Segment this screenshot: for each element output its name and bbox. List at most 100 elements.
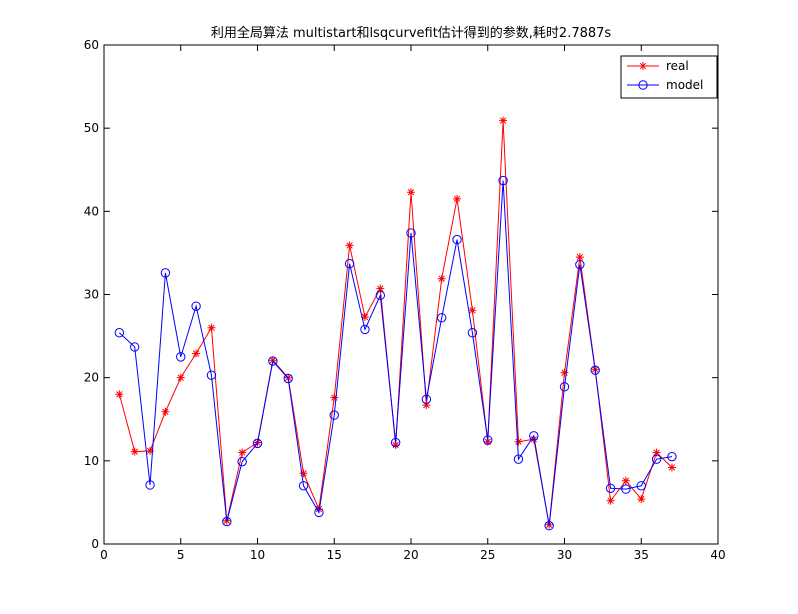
- series-model: [114, 175, 677, 531]
- data-point-real: [192, 349, 201, 358]
- data-point-model: [575, 259, 585, 270]
- data-point-model: [375, 290, 385, 301]
- plot-area: [103, 44, 719, 545]
- data-point-model: [605, 483, 616, 493]
- data-point-real: [314, 505, 323, 514]
- data-point-model: [191, 301, 201, 311]
- chart-title: 利用全局算法 multistart和lsqcurvefit估计得到的参数,耗时2…: [211, 25, 612, 41]
- data-point-model: [667, 451, 677, 462]
- data-point-model: [222, 516, 232, 527]
- data-point-real: [407, 188, 415, 197]
- data-point-model: [621, 484, 631, 494]
- data-point-real: [391, 441, 400, 450]
- data-point-real: [360, 312, 369, 321]
- y-tick-label: 20: [84, 371, 99, 385]
- data-point-real: [621, 476, 630, 485]
- data-point-real: [146, 446, 155, 455]
- data-point-real: [437, 274, 446, 283]
- data-point-real: [345, 241, 354, 250]
- data-point-model: [298, 481, 309, 491]
- x-tick-label: 10: [250, 548, 265, 562]
- data-point-real: [161, 407, 170, 416]
- data-point-model: [636, 481, 646, 491]
- data-point-model: [344, 259, 355, 269]
- data-point-model: [437, 313, 447, 323]
- x-tick-label: 15: [327, 548, 342, 562]
- x-tick-label: 25: [480, 548, 495, 562]
- data-point-real: [483, 437, 492, 446]
- data-point-real: [207, 323, 216, 332]
- data-point-model: [145, 480, 155, 490]
- series-line-model: [119, 180, 673, 526]
- data-point-real: [268, 356, 277, 365]
- data-point-real: [376, 284, 385, 293]
- data-point-real: [330, 393, 339, 402]
- data-point-real: [560, 368, 569, 377]
- data-point-model: [390, 437, 401, 448]
- data-point-model: [483, 435, 493, 445]
- data-point-real: [529, 435, 538, 444]
- data-point-model: [329, 410, 339, 420]
- y-tick-label: 60: [84, 38, 99, 52]
- legend: real model: [620, 55, 718, 99]
- data-point-model: [406, 228, 416, 238]
- data-point-real: [422, 401, 431, 410]
- data-point-model: [268, 356, 278, 366]
- data-point-model: [206, 370, 217, 380]
- data-point-real: [238, 448, 247, 457]
- legend-label-real: real: [666, 59, 689, 73]
- legend-marker-model: [638, 80, 648, 90]
- data-point-model: [452, 234, 462, 245]
- data-point-model: [559, 382, 570, 392]
- data-point-model: [544, 521, 554, 531]
- y-tick-label: 40: [84, 204, 99, 218]
- series-layer: [114, 116, 677, 531]
- data-point-model: [130, 342, 140, 352]
- y-tick-label: 30: [84, 288, 99, 302]
- data-point-model: [237, 456, 247, 467]
- data-point-real: [453, 194, 462, 203]
- data-point-real: [637, 495, 646, 504]
- data-point-model: [529, 431, 539, 441]
- x-tick-label: 40: [710, 548, 725, 562]
- x-tick-label: 20: [403, 548, 418, 562]
- x-tick-label: 0: [100, 548, 108, 562]
- data-point-model: [421, 394, 432, 404]
- y-axis: 0 10 20 30 40 50 60: [84, 38, 718, 551]
- data-point-real: [115, 390, 124, 399]
- x-tick-label: 30: [557, 548, 572, 562]
- data-point-model: [498, 175, 508, 186]
- data-point-real: [575, 253, 584, 262]
- data-point-real: [468, 306, 477, 315]
- data-point-model: [114, 328, 125, 338]
- data-point-real: [299, 469, 308, 478]
- data-point-real: [667, 463, 676, 472]
- data-point-model: [513, 454, 524, 464]
- data-point-model: [160, 268, 171, 278]
- data-point-real: [284, 373, 293, 382]
- data-point-real: [176, 373, 185, 382]
- series-real: [115, 116, 676, 529]
- legend-label-model: model: [666, 78, 703, 92]
- data-point-model: [590, 365, 600, 375]
- y-tick-label: 0: [91, 537, 99, 551]
- data-point-real: [606, 496, 615, 505]
- data-point-model: [283, 373, 293, 384]
- data-point-real: [514, 437, 523, 446]
- data-point-real: [499, 116, 508, 125]
- data-point-model: [467, 328, 478, 338]
- x-tick-label: 5: [177, 548, 185, 562]
- data-point-real: [652, 448, 661, 457]
- data-point-model: [252, 438, 263, 449]
- legend-marker-real: [639, 62, 647, 70]
- data-point-model: [314, 507, 324, 518]
- y-tick-label: 50: [84, 121, 99, 135]
- x-tick-label: 35: [634, 548, 649, 562]
- data-point-model: [360, 324, 370, 335]
- legend-box: [620, 55, 718, 99]
- x-axis: 0 5 10 15 20 25 30 35 40: [100, 45, 726, 562]
- data-point-model: [651, 454, 662, 464]
- data-point-model: [176, 352, 186, 362]
